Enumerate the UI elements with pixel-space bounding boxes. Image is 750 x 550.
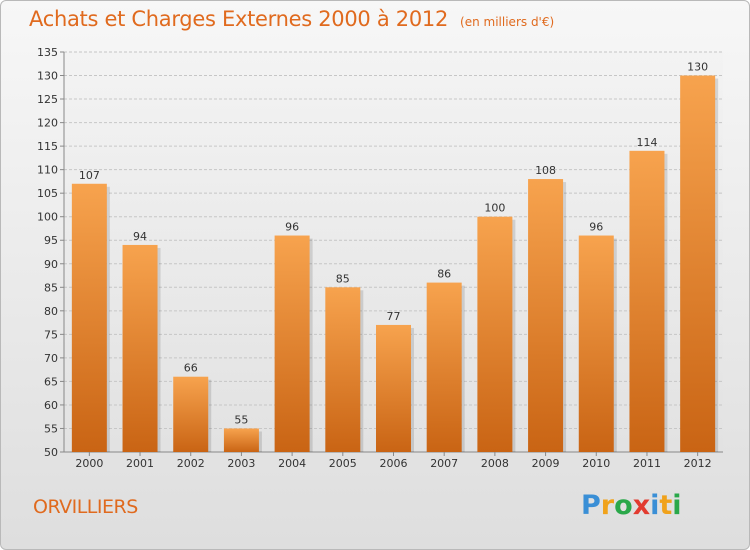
bar-value-label: 130 (687, 61, 708, 74)
bar (477, 216, 513, 452)
bar (426, 282, 462, 452)
x-tick-label: 2000 (75, 457, 103, 470)
x-tick-label: 2007 (430, 457, 458, 470)
y-tick-label: 110 (37, 164, 58, 177)
x-tick-label: 2009 (532, 457, 560, 470)
y-tick-label: 115 (37, 140, 58, 153)
logo-letter: t (659, 490, 673, 521)
bar-value-label: 96 (285, 221, 299, 234)
bar (274, 235, 310, 452)
bar (325, 287, 361, 452)
y-tick-label: 65 (44, 375, 58, 388)
bar (173, 376, 209, 452)
bar-value-label: 100 (484, 202, 505, 215)
y-tick-label: 125 (37, 93, 58, 106)
logo-letter: i (650, 490, 660, 521)
x-tick-label: 2001 (126, 457, 154, 470)
bar (680, 75, 716, 452)
x-tick-label: 2012 (684, 457, 712, 470)
x-tick-label: 2006 (380, 457, 408, 470)
city-name: ORVILLIERS (33, 496, 138, 518)
y-tick-label: 50 (44, 446, 58, 459)
bar (629, 150, 665, 452)
y-tick-label: 100 (37, 211, 58, 224)
chart-title-text: Achats et Charges Externes 2000 à 2012 (29, 7, 449, 31)
bar-value-label: 107 (79, 169, 100, 182)
logo-letter: x (632, 490, 651, 521)
x-tick-label: 2002 (177, 457, 205, 470)
y-tick-label: 95 (44, 234, 58, 247)
y-tick-label: 130 (37, 70, 58, 83)
bar (71, 183, 107, 452)
y-tick-label: 80 (44, 305, 58, 318)
chart-unit: (en milliers d'€) (460, 15, 555, 29)
y-tick-label: 90 (44, 258, 58, 271)
x-tick-label: 2011 (633, 457, 661, 470)
bar-value-label: 85 (336, 272, 350, 285)
y-tick-label: 70 (44, 352, 58, 365)
x-tick-label: 2010 (582, 457, 610, 470)
x-tick-label: 2008 (481, 457, 509, 470)
x-tick-label: 2005 (329, 457, 357, 470)
bar (578, 235, 614, 452)
bar (376, 324, 411, 452)
proxiti-logo[interactable]: Proxiti (581, 490, 682, 521)
y-tick-label: 75 (44, 328, 58, 341)
y-tick-label: 85 (44, 281, 58, 294)
y-tick-label: 105 (37, 187, 58, 200)
y-tick-label: 135 (37, 46, 58, 59)
logo-letter: o (614, 490, 633, 521)
y-tick-label: 55 (44, 422, 58, 435)
bar-value-label: 108 (535, 164, 556, 177)
bar (528, 179, 564, 452)
bar-value-label: 55 (234, 413, 248, 426)
bar (223, 428, 259, 452)
bar-value-label: 94 (133, 230, 147, 243)
logo-letter: P (581, 490, 601, 521)
bar-value-label: 66 (184, 362, 198, 375)
y-tick-label: 120 (37, 117, 58, 130)
x-tick-label: 2003 (227, 457, 255, 470)
x-tick-label: 2004 (278, 457, 306, 470)
bar-value-label: 96 (589, 221, 603, 234)
logo-letter: i (672, 490, 682, 521)
bar (122, 244, 158, 452)
logo-letter: r (600, 490, 615, 521)
bar-value-label: 114 (636, 136, 657, 149)
bar-value-label: 77 (387, 310, 401, 323)
chart-title: Achats et Charges Externes 2000 à 2012 (e… (29, 7, 554, 31)
bar-value-label: 86 (437, 268, 451, 281)
y-tick-label: 60 (44, 399, 58, 412)
